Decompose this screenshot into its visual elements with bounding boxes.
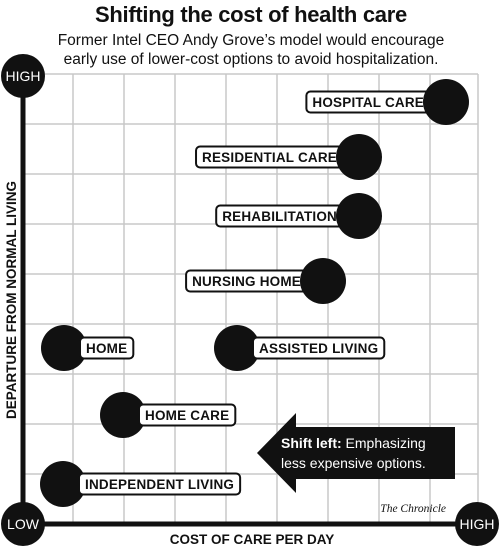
independent-living-dot — [40, 461, 86, 507]
chart-title: Shifting the cost of health care — [95, 2, 407, 27]
credit-text: The Chronicle — [380, 503, 446, 515]
x-high-label: HIGH — [460, 516, 495, 532]
independent-living-label-box — [78, 472, 242, 496]
home-care-dot — [100, 392, 146, 438]
nursing-home-label: NURSING HOME — [192, 274, 301, 289]
x-high-badge: HIGH — [455, 502, 499, 546]
independent-living-label: INDEPENDENT LIVING — [85, 477, 234, 492]
chart-subtitle: Former Intel CEO Andy Grove’s model woul… — [0, 31, 502, 69]
y-high-badge: HIGH — [1, 54, 45, 98]
origin-circle — [1, 502, 45, 546]
callout-line-1: Shift left: Emphasizing — [281, 435, 426, 451]
subtitle-line-1: Former Intel CEO Andy Grove’s model woul… — [57, 32, 445, 49]
nursing-home-dot — [300, 258, 346, 304]
y-axis-label: DEPARTURE FROM NORMAL LIVING — [4, 181, 19, 419]
home-care-label: HOME CARE — [145, 408, 229, 423]
node-hospital-care: HOSPITAL CARE — [305, 79, 469, 125]
home-dot — [41, 325, 87, 371]
hospital-care-label: HOSPITAL CARE — [312, 95, 424, 110]
subtitle-line-2: early use of lower-cost options to avoid… — [63, 51, 439, 68]
origin-label: LOW — [7, 516, 40, 532]
left-arrow-icon — [257, 413, 455, 493]
shift-left-callout: Shift left: Emphasizing less expensive o… — [257, 413, 455, 493]
home-care-label-box — [138, 403, 237, 427]
node-nursing-home: NURSING HOME — [185, 258, 346, 304]
node-residential-care: RESIDENTIAL CARE — [195, 134, 382, 180]
node-home: HOME — [41, 325, 135, 371]
x-axis-label: COST OF CARE PER DAY — [170, 532, 335, 547]
residential-care-dot — [336, 134, 382, 180]
assisted-living-label-box — [252, 336, 386, 360]
origin-badge: LOW — [1, 502, 45, 546]
node-independent-living: INDEPENDENT LIVING — [40, 461, 242, 507]
rehabilitation-label: REHABILITATION — [222, 209, 337, 224]
assisted-living-label: ASSISTED LIVING — [259, 341, 378, 356]
rehabilitation-dot — [336, 193, 382, 239]
y-high-label: HIGH — [6, 68, 41, 84]
node-home-care: HOME CARE — [100, 392, 237, 438]
x-high-circle — [455, 502, 499, 546]
residential-care-label: RESIDENTIAL CARE — [202, 150, 337, 165]
assisted-living-dot — [214, 325, 260, 371]
home-label-box — [79, 336, 135, 360]
care-options: HOSPITAL CARE RESIDENTIAL CARE REHABILIT… — [40, 79, 469, 507]
hospital-care-dot — [423, 79, 469, 125]
home-label: HOME — [86, 341, 127, 356]
y-high-circle — [1, 54, 45, 98]
callout-line-2: less expensive options. — [281, 455, 426, 471]
node-assisted-living: ASSISTED LIVING — [214, 325, 386, 371]
node-rehabilitation: REHABILITATION — [215, 193, 382, 239]
